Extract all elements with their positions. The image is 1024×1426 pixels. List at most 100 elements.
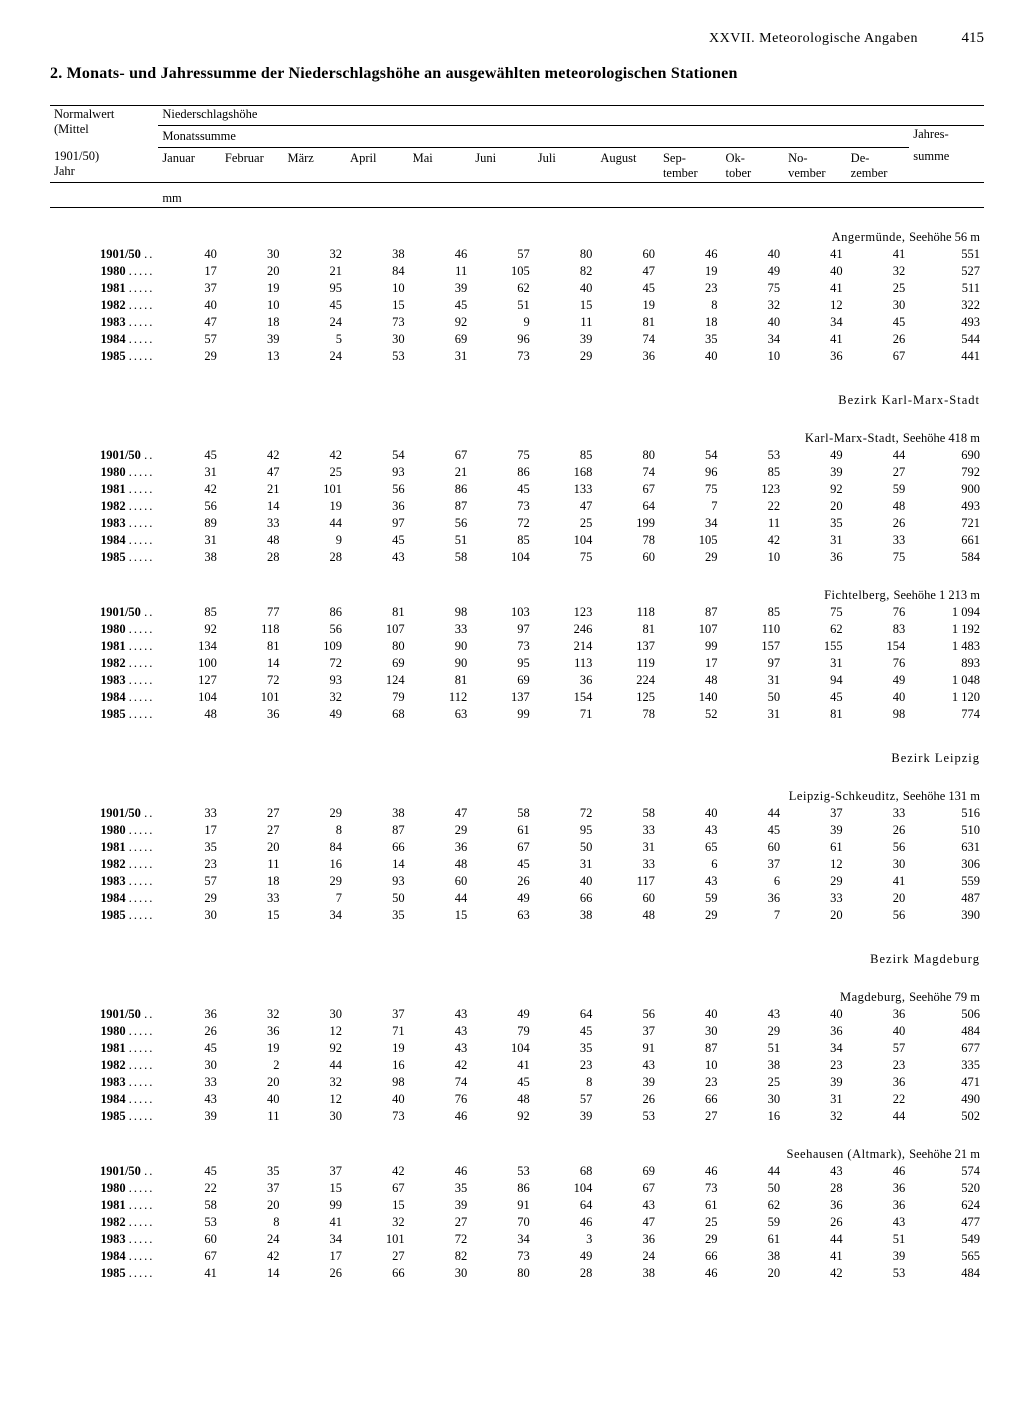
value-cell: 30	[722, 1091, 785, 1108]
value-cell: 39	[534, 1108, 597, 1125]
value-cell: 16	[346, 1057, 409, 1074]
value-cell: 20	[847, 890, 910, 907]
value-cell: 62	[784, 621, 847, 638]
year-cell: 1985 .....	[50, 1265, 158, 1282]
value-cell: 50	[534, 839, 597, 856]
station-heading: Fichtelberg, Seehöhe 1 213 m	[50, 566, 984, 604]
value-cell: 85	[471, 532, 534, 549]
value-cell: 24	[221, 1231, 284, 1248]
value-cell: 53	[596, 1108, 659, 1125]
page-header: XXVII. Meteorologische Angaben 415	[50, 30, 984, 47]
value-cell: 60	[596, 246, 659, 263]
hdr-mid: Monatssumme	[162, 129, 236, 143]
year-cell: 1984 .....	[50, 532, 158, 549]
value-cell: 36	[346, 498, 409, 515]
table-row: 1983 .....8933449756722519934113526721	[50, 515, 984, 532]
value-cell: 49	[283, 706, 346, 723]
value-cell: 43	[158, 1091, 221, 1108]
value-cell: 35	[346, 907, 409, 924]
month-header: Sep-tember	[659, 148, 722, 183]
value-cell: 154	[534, 689, 597, 706]
value-cell: 40	[659, 348, 722, 365]
value-cell: 17	[283, 1248, 346, 1265]
value-cell: 35	[221, 1163, 284, 1180]
value-cell: 92	[158, 621, 221, 638]
value-cell: 96	[659, 464, 722, 481]
value-cell: 42	[784, 1265, 847, 1282]
value-cell: 20	[784, 907, 847, 924]
value-cell: 43	[847, 1214, 910, 1231]
value-cell: 43	[346, 549, 409, 566]
value-cell: 9	[283, 532, 346, 549]
value-cell: 67	[409, 447, 472, 464]
sum-cell: 544	[909, 331, 984, 348]
table-row: 1982 .....100147269909511311917973176893	[50, 655, 984, 672]
value-cell: 36	[221, 1023, 284, 1040]
station-heading: Angermünde, Seehöhe 56 m	[50, 208, 984, 246]
value-cell: 93	[346, 873, 409, 890]
value-cell: 30	[221, 246, 284, 263]
year-cell: 1984 .....	[50, 689, 158, 706]
month-header: März	[283, 148, 346, 183]
value-cell: 33	[847, 805, 910, 822]
value-cell: 40	[784, 1006, 847, 1023]
value-cell: 36	[596, 1231, 659, 1248]
table-row: 1984 .....29337504449666059363320487	[50, 890, 984, 907]
value-cell: 7	[659, 498, 722, 515]
value-cell: 101	[346, 1231, 409, 1248]
value-cell: 8	[221, 1214, 284, 1231]
month-header: De-zember	[847, 148, 910, 183]
value-cell: 15	[409, 907, 472, 924]
value-cell: 95	[471, 655, 534, 672]
value-cell: 95	[283, 280, 346, 297]
value-cell: 123	[722, 481, 785, 498]
value-cell: 25	[283, 464, 346, 481]
value-cell: 104	[534, 1180, 597, 1197]
value-cell: 24	[283, 348, 346, 365]
value-cell: 47	[409, 805, 472, 822]
value-cell: 31	[158, 464, 221, 481]
value-cell: 8	[283, 822, 346, 839]
value-cell: 107	[659, 621, 722, 638]
value-cell: 81	[221, 638, 284, 655]
sum-cell: 900	[909, 481, 984, 498]
value-cell: 85	[534, 447, 597, 464]
value-cell: 45	[158, 1040, 221, 1057]
value-cell: 17	[158, 822, 221, 839]
value-cell: 39	[596, 1074, 659, 1091]
value-cell: 67	[596, 481, 659, 498]
value-cell: 92	[471, 1108, 534, 1125]
sum-cell: 584	[909, 549, 984, 566]
table-row: 1980 .....921185610733972468110711062831…	[50, 621, 984, 638]
page-number: 415	[962, 30, 985, 46]
value-cell: 66	[346, 1265, 409, 1282]
value-cell: 46	[659, 1163, 722, 1180]
value-cell: 44	[722, 805, 785, 822]
value-cell: 74	[409, 1074, 472, 1091]
value-cell: 15	[346, 1197, 409, 1214]
value-cell: 67	[158, 1248, 221, 1265]
value-cell: 40	[847, 689, 910, 706]
value-cell: 104	[534, 532, 597, 549]
value-cell: 19	[221, 1040, 284, 1057]
value-cell: 26	[784, 1214, 847, 1231]
value-cell: 11	[221, 856, 284, 873]
value-cell: 22	[158, 1180, 221, 1197]
value-cell: 12	[283, 1091, 346, 1108]
value-cell: 61	[784, 839, 847, 856]
value-cell: 41	[283, 1214, 346, 1231]
value-cell: 77	[221, 604, 284, 621]
value-cell: 73	[471, 348, 534, 365]
value-cell: 103	[471, 604, 534, 621]
value-cell: 224	[596, 672, 659, 689]
value-cell: 39	[784, 1074, 847, 1091]
value-cell: 51	[471, 297, 534, 314]
year-cell: 1981 .....	[50, 1197, 158, 1214]
value-cell: 45	[409, 297, 472, 314]
value-cell: 10	[722, 549, 785, 566]
value-cell: 8	[659, 297, 722, 314]
value-cell: 42	[409, 1057, 472, 1074]
table-row: 1985 .....3828284358104756029103675584	[50, 549, 984, 566]
year-cell: 1980 .....	[50, 1180, 158, 1197]
value-cell: 64	[534, 1197, 597, 1214]
